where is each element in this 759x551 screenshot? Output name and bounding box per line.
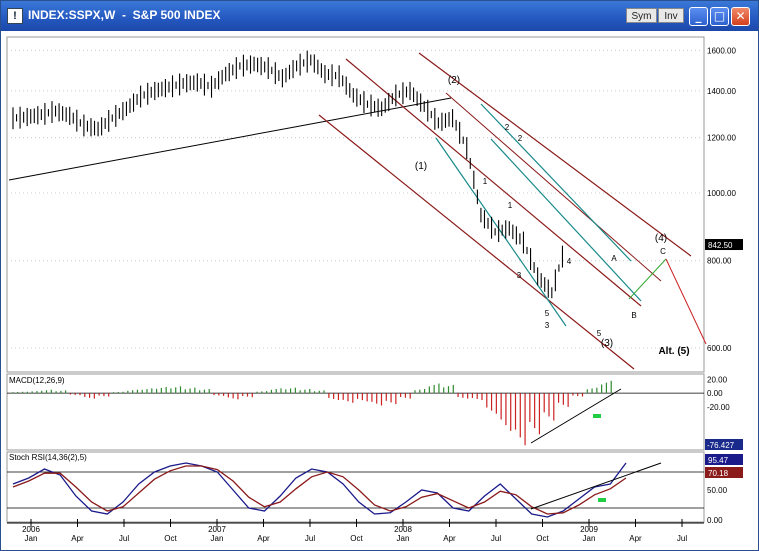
macd-series	[12, 380, 612, 446]
price-axis: 1600.00 1400.00 1200.00 1000.00 800.00 600.00	[707, 46, 736, 353]
close-button[interactable]: ✕	[731, 7, 750, 26]
stoch-tick-label: 0.00	[707, 516, 723, 525]
stoch-badge-text: 95.47	[708, 456, 729, 465]
macd-badge-text: -76.427	[707, 441, 735, 450]
wave-label: (1)	[415, 161, 427, 172]
maximize-button[interactable]: □	[710, 7, 729, 26]
price-last-badge: 842.50	[705, 239, 743, 251]
stoch-series	[12, 462, 627, 518]
title-bar[interactable]: ! INDEX:SSPX,W - S&P 500 INDEX Sym Inv _…	[1, 1, 758, 31]
price-badge-text: 842.50	[708, 241, 733, 250]
wave-label: 1	[483, 177, 488, 186]
x-year-label: 2007	[208, 525, 226, 534]
wave-label: (4)	[655, 233, 667, 244]
price-panel	[6, 36, 705, 373]
trend-lines	[8, 52, 707, 370]
stoch-badge-text: 70.18	[708, 469, 729, 478]
wave-label: 2	[505, 123, 510, 132]
wave-label: C	[660, 247, 666, 256]
macd-tick-label: 20.00	[707, 375, 728, 384]
wave-label: 5	[545, 309, 550, 318]
stoch-line-pct-k	[12, 462, 627, 518]
price-badge-box	[705, 239, 743, 251]
x-month-label: Jul	[677, 534, 687, 543]
x-month-label: Apr	[629, 534, 642, 543]
x-month-label: Apr	[443, 534, 456, 543]
stoch-trendline	[530, 462, 662, 510]
wave-label: A	[611, 254, 617, 263]
price-tick-label: 1000.00	[707, 189, 736, 198]
x-month-label: Jul	[491, 534, 501, 543]
wave-label: (2)	[448, 75, 460, 86]
wave-label: 3	[545, 321, 550, 330]
stoch-axis: 50.00 0.00	[7, 471, 728, 525]
wave-annotations: (2) (1) 22 1 1 3 4 5 3 5 A B C (4) (3) Alt. (5)	[415, 75, 690, 357]
wave-label: 3	[517, 271, 522, 280]
x-month-label: Oct	[350, 534, 363, 543]
x-month-label: Oct	[164, 534, 177, 543]
price-tick-label: 800.00	[707, 257, 732, 266]
stoch-line-pct-d	[12, 465, 627, 515]
x-month-label: Jan	[25, 534, 38, 543]
x-month-label: Apr	[257, 534, 270, 543]
macd-tick-label: 0.00	[707, 389, 723, 398]
x-year-label: 2008	[394, 525, 412, 534]
minimize-button[interactable]: _	[689, 7, 708, 26]
stoch-tick-label: 50.00	[707, 486, 728, 495]
macd-last-badge: -76.427	[705, 439, 743, 450]
macd-label: MACD(12,26,9)	[9, 376, 65, 385]
stoch-marker	[598, 498, 606, 502]
x-year-label: 2009	[580, 525, 598, 534]
macd-panel	[6, 373, 705, 451]
macd-marker	[593, 414, 601, 418]
macd-tick-label: -20.00	[707, 403, 730, 412]
x-month-label: Jan	[397, 534, 410, 543]
x-month-label: Apr	[71, 534, 84, 543]
wave-label: 5	[597, 329, 602, 338]
x-month-label: Jul	[119, 534, 129, 543]
x-month-label: Jan	[583, 534, 596, 543]
macd-badge-box	[705, 439, 743, 450]
price-tick-label: 1200.00	[707, 134, 736, 143]
sym-button[interactable]: Sym	[626, 8, 657, 23]
price-tick-label: 1400.00	[707, 87, 736, 96]
wave-label: 1	[508, 201, 513, 210]
price-series	[12, 50, 564, 299]
inv-button[interactable]: Inv	[658, 8, 684, 23]
window-title: INDEX:SSPX,W - S&P 500 INDEX	[28, 8, 221, 22]
chart-canvas[interactable]: 1600.00 1400.00 1200.00 1000.00 800.00 600.00…	[1, 31, 758, 550]
x-month-label: Oct	[536, 534, 549, 543]
wave-label: B	[631, 311, 636, 320]
x-year-label: 2006	[22, 525, 40, 534]
stoch-badge-box	[705, 467, 743, 478]
price-tick-label: 1600.00	[707, 46, 736, 55]
wave-label: 2	[518, 134, 523, 143]
wave-label: Alt. (5)	[658, 346, 689, 357]
wave-label: 4	[567, 257, 572, 266]
x-month-label: Jan	[211, 534, 224, 543]
x-month-label: Jul	[305, 534, 315, 543]
price-tick-label: 600.00	[707, 344, 732, 353]
app-icon: !	[7, 8, 23, 24]
wave-label: (3)	[601, 338, 613, 349]
grid	[7, 49, 704, 349]
time-axis: Jan Apr Jul Oct Jan Apr Jul Oct Jan Apr Jul Oct Jan A…	[7, 519, 704, 543]
stoch-last-badges: 95.47 70.18	[705, 454, 743, 478]
macd-trendline	[530, 388, 622, 444]
stoch-label: Stoch RSI(14,36(2),5)	[9, 453, 87, 462]
stoch-badge-box	[705, 454, 743, 465]
